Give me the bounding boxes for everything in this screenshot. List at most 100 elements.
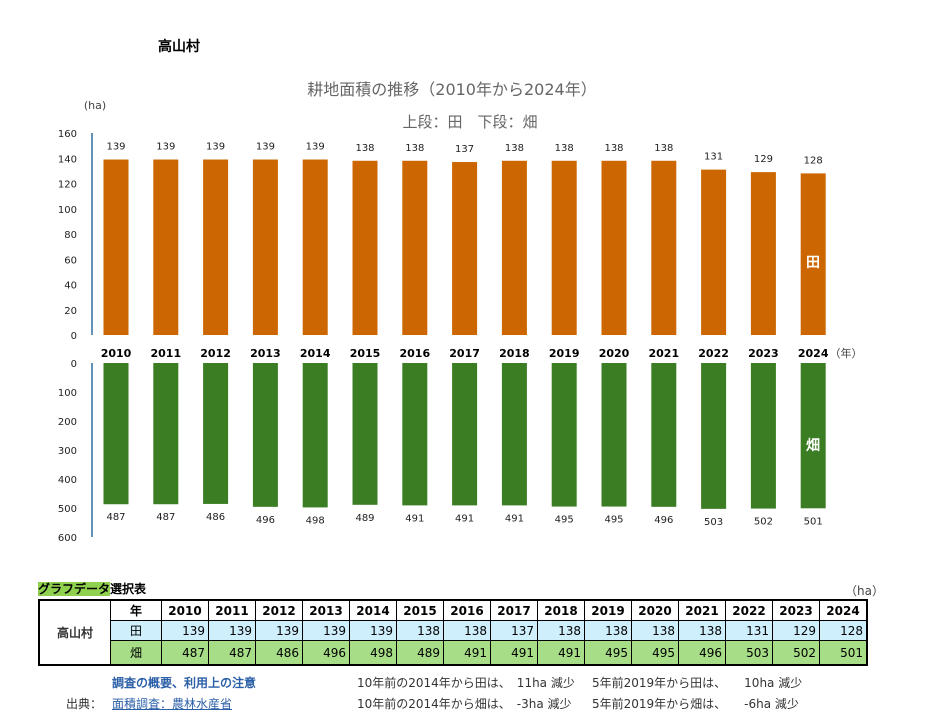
ta-bar-label: 138 (654, 143, 673, 154)
ha-bar-label: 491 (405, 513, 424, 524)
ha-bar (800, 363, 826, 509)
upper-y-tick: 60 (64, 255, 77, 266)
x-tick-label: 2016 (399, 347, 430, 360)
table-title-rest: 選択表 (110, 582, 147, 596)
lower-y-tick: 100 (58, 388, 77, 399)
ha-bar-label: 486 (206, 512, 225, 523)
ha-value-cell: 491 (443, 640, 491, 666)
upper-y-tick: 140 (58, 154, 77, 165)
ha-bar-label: 491 (505, 513, 524, 524)
ta-value-cell: 139 (349, 620, 397, 641)
ta-bar (352, 160, 378, 335)
village-cell: 高山村 (38, 599, 111, 666)
ta-bar-label: 137 (455, 144, 474, 155)
ta-value-cell: 138 (631, 620, 679, 641)
source-link[interactable]: 面積調査：農林水産省 (112, 697, 233, 711)
ta-bar-label: 139 (256, 142, 275, 153)
ta-bar-label: 138 (555, 143, 574, 154)
ha-value-cell: 487 (208, 640, 256, 666)
chart-subtitle: 上段：田 下段：畑 (402, 113, 537, 131)
upper-y-tick: 80 (64, 230, 77, 241)
ta-bar (203, 159, 229, 335)
ta-value-cell: 138 (396, 620, 444, 641)
x-tick-label: 2013 (250, 347, 281, 360)
ta-bar-label: 139 (206, 142, 225, 153)
ha-bar-label: 496 (654, 515, 673, 526)
ha-value-cell: 502 (772, 640, 820, 666)
ha-bar (750, 363, 776, 509)
ha-bar-label: 503 (704, 517, 723, 528)
ha-bar (153, 363, 179, 505)
ta-bar-label: 129 (754, 154, 773, 165)
x-tick-label: 2024 (798, 347, 829, 360)
ta-value-cell: 139 (302, 620, 350, 641)
ha-bar-label: 498 (306, 515, 325, 526)
overview-link[interactable]: 調査の概要、利用上の注意 (112, 676, 257, 690)
ha-value-cell: 496 (302, 640, 350, 666)
upper-y-tick: 0 (71, 331, 77, 342)
ta-bar (452, 162, 478, 335)
ta-bar-label: 139 (306, 142, 325, 153)
year-cell: 2019 (584, 599, 632, 621)
note-ta-10y: 10年前の2014年から田は、 11ha 減少 (357, 676, 575, 690)
x-tick-label: 2019 (549, 347, 580, 360)
ta-value-cell: 131 (725, 620, 773, 641)
ha-value-cell: 495 (631, 640, 679, 666)
x-tick-label: 2023 (748, 347, 779, 360)
x-tick-label: 2015 (350, 347, 381, 360)
ha-value-cell: 491 (490, 640, 538, 666)
lower-y-tick: 300 (58, 446, 77, 457)
ta-bar-label: 131 (704, 152, 723, 163)
x-tick-label: 2018 (499, 347, 530, 360)
ha-value-cell: 498 (349, 640, 397, 666)
chart: 耕地面積の推移（2010年から2024年） 上段：田 下段：畑 (ha) （年） 0 20… (58, 80, 863, 544)
note-ha-5y: 5年前2019年から畑は、 -6ha 減少 (592, 697, 799, 711)
ha-bar (402, 363, 428, 506)
ha-series-label: 畑 (805, 438, 820, 454)
row-label-ha: 畑 (110, 640, 162, 666)
ta-bar (651, 160, 677, 335)
ta-value-cell: 138 (537, 620, 585, 641)
ha-value-cell: 495 (584, 640, 632, 666)
lower-y-tick: 600 (58, 533, 77, 544)
x-tick-label: 2010 (101, 347, 132, 360)
x-tick-label: 2021 (648, 347, 679, 360)
ta-bar (302, 159, 328, 335)
ta-value-cell: 128 (819, 620, 868, 641)
chart-title: 耕地面積の推移（2010年から2024年） (307, 80, 596, 99)
ha-bar-label: 495 (555, 515, 574, 526)
table-row-ha: 畑 487 487 486 496 498 489 491 491 491 495 495 496 50… (39, 640, 868, 666)
year-cell: 2010 (161, 599, 209, 621)
ta-bar (750, 172, 776, 335)
ha-bar (601, 363, 627, 507)
x-axis-unit: （年） (830, 346, 863, 360)
lower-y-tick: 500 (58, 504, 77, 515)
ta-value-cell: 139 (161, 620, 209, 641)
source-label: 出典： (66, 697, 103, 711)
year-cell: 2021 (678, 599, 726, 621)
ta-bar-label: 138 (505, 143, 524, 154)
year-cell: 2014 (349, 599, 397, 621)
year-cell: 2020 (631, 599, 679, 621)
x-tick-label: 2020 (599, 347, 630, 360)
ha-bar-label: 496 (256, 515, 275, 526)
lower-y-tick: 0 (71, 359, 77, 370)
table-row-ta: 田 139 139 139 139 139 138 138 137 138 138 138 138 13… (39, 620, 868, 641)
year-cell: 2012 (255, 599, 303, 621)
x-tick-label: 2022 (698, 347, 729, 360)
ha-bar-label: 502 (754, 517, 773, 528)
ta-bar (800, 173, 826, 335)
ha-bar (452, 363, 478, 506)
table-title: グラフデータ選択表 (38, 580, 146, 597)
ha-bar-label: 487 (156, 512, 175, 523)
year-cell: 2024 (819, 599, 868, 621)
ta-bar-label: 128 (804, 155, 823, 166)
village-title: 高山村 (158, 39, 200, 55)
ha-value-cell: 503 (725, 640, 773, 666)
ta-value-cell: 138 (678, 620, 726, 641)
ta-value-cell: 129 (772, 620, 820, 641)
x-tick-label: 2011 (150, 347, 181, 360)
ta-bar (551, 160, 577, 335)
upper-y-tick: 20 (64, 306, 77, 317)
